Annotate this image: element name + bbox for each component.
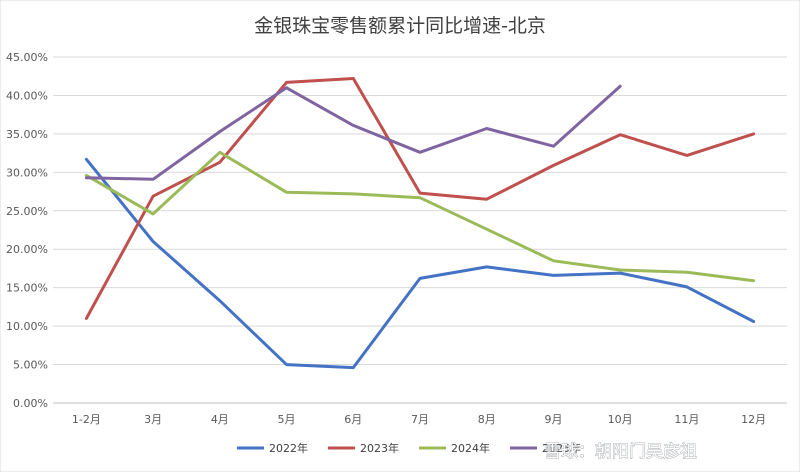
legend-label: 2024年 [451, 441, 490, 455]
x-tick-label: 9月 [544, 413, 562, 426]
legend-label: 2022年 [269, 441, 308, 455]
series-lines [84, 77, 756, 370]
x-tick-label: 8月 [478, 413, 496, 426]
y-tick-label: 0.00% [13, 397, 48, 410]
series-line-2024年 [84, 150, 756, 283]
x-tick-label: 5月 [278, 413, 296, 426]
x-tick-label: 6月 [344, 413, 362, 426]
series-line-2022年 [84, 157, 756, 370]
series-line-2025年 [84, 84, 622, 181]
y-tick-label: 35.00% [6, 128, 48, 141]
y-axis: 0.00% 5.00% 10.00% 15.00% 20.00% 25.00% 30.00%… [6, 51, 48, 410]
y-tick-label: 10.00% [6, 320, 48, 333]
y-tick-label: 5.00% [13, 359, 48, 372]
x-tick-label: 11月 [674, 413, 699, 426]
watermark-text: 雪球：朝阳门吴彦祖 [544, 442, 697, 462]
legend-label: 2025年 [542, 441, 581, 455]
chart-title: 金银珠宝零售额累计同比增速-北京 [254, 15, 546, 37]
x-tick-label: 7月 [411, 413, 429, 426]
legend: 2022年 2023年 2024年 2025年 [237, 441, 581, 455]
y-tick-label: 15.00% [6, 282, 48, 295]
y-tick-label: 30.00% [6, 166, 48, 179]
x-tick-label: 10月 [608, 413, 633, 426]
y-tick-label: 40.00% [6, 89, 48, 102]
x-axis: 1-2月 3月 4月 5月 6月 7月 8月 9月 10月 11月 12月 [72, 413, 766, 426]
legend-label: 2023年 [360, 441, 399, 455]
gridlines [53, 56, 787, 404]
x-tick-label: 3月 [144, 413, 162, 426]
x-tick-label: 12月 [741, 413, 766, 426]
y-tick-label: 45.00% [6, 51, 48, 64]
y-tick-label: 25.00% [6, 205, 48, 218]
y-tick-label: 20.00% [6, 243, 48, 256]
x-tick-label: 4月 [211, 413, 229, 426]
x-tick-label: 1-2月 [72, 413, 101, 426]
